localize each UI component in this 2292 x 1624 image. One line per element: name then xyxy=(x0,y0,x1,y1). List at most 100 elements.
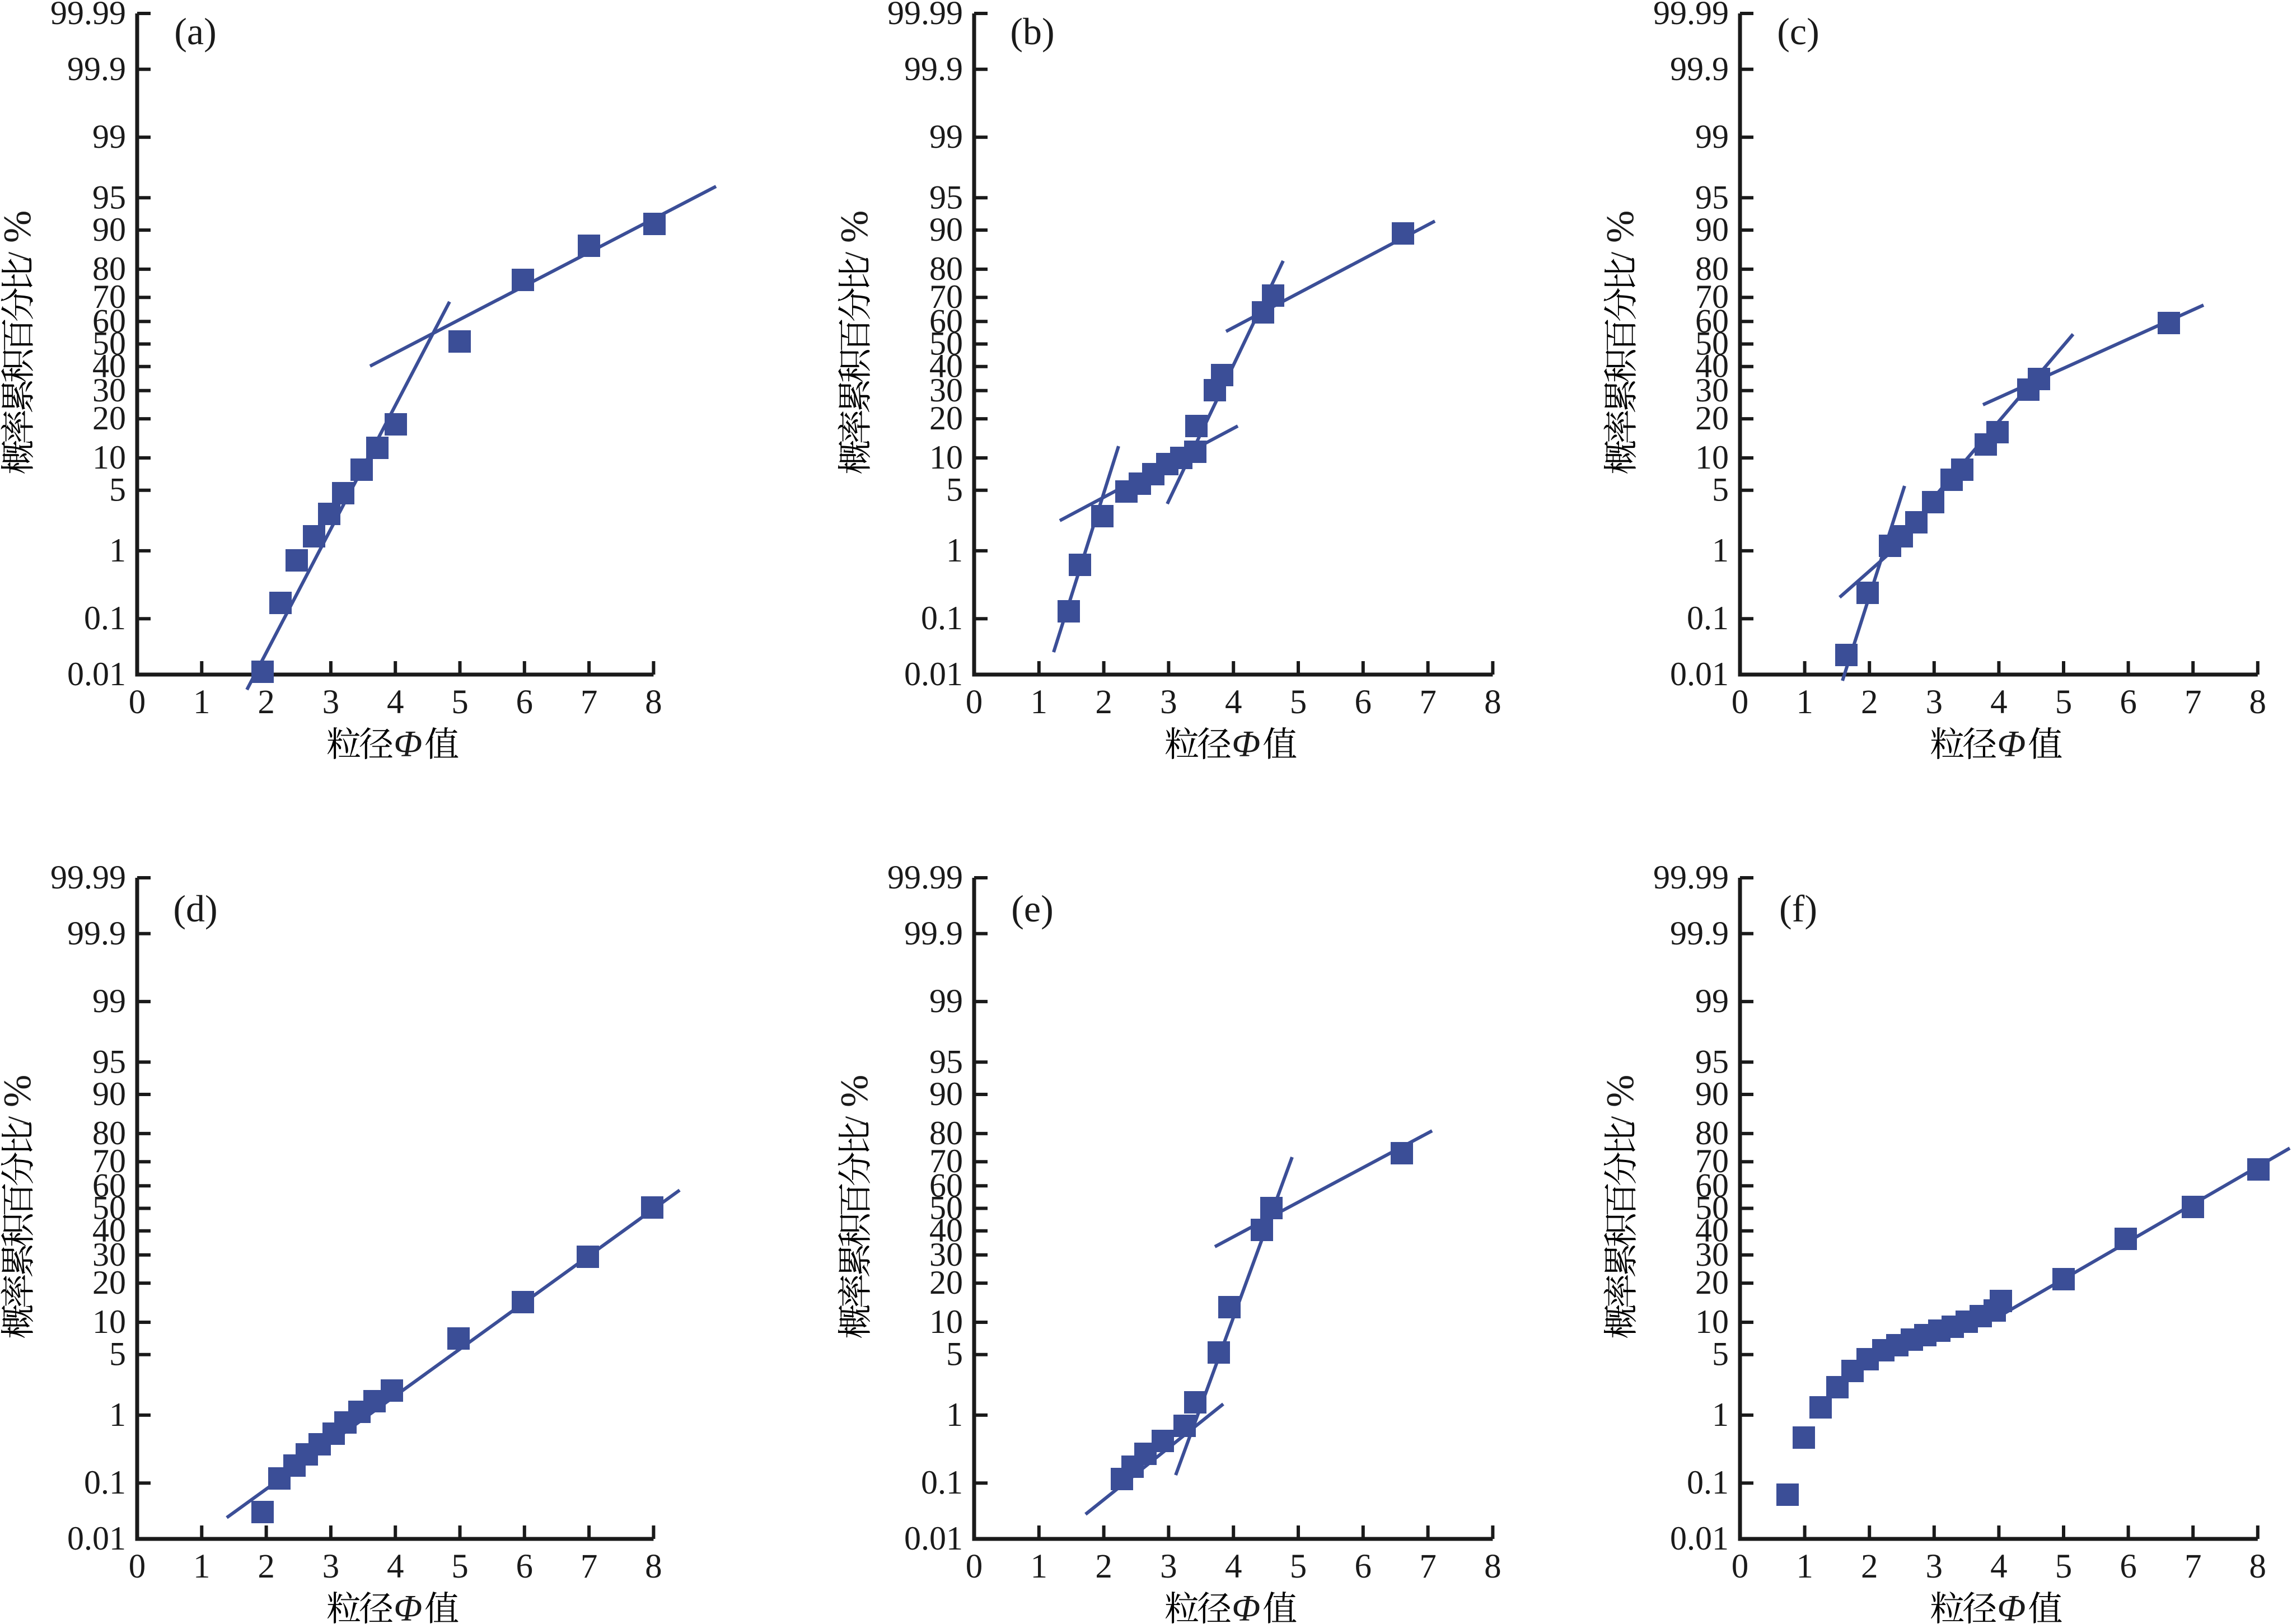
svg-text:90: 90 xyxy=(929,211,963,248)
svg-text:0: 0 xyxy=(1732,1548,1749,1585)
svg-text:5: 5 xyxy=(109,1336,126,1373)
svg-text:20: 20 xyxy=(1695,400,1729,437)
svg-text:4: 4 xyxy=(1990,1548,2008,1585)
svg-text:90: 90 xyxy=(1695,211,1729,248)
svg-text:50: 50 xyxy=(1695,325,1729,362)
svg-text:40: 40 xyxy=(1695,1212,1729,1249)
svg-text:50: 50 xyxy=(92,1190,126,1227)
svg-text:2: 2 xyxy=(258,684,275,721)
svg-text:80: 80 xyxy=(92,250,126,287)
svg-text:5: 5 xyxy=(1712,1336,1729,1373)
svg-text:50: 50 xyxy=(929,325,963,362)
svg-text:80: 80 xyxy=(929,250,963,287)
svg-text:Φ: Φ xyxy=(1997,723,2026,765)
svg-text:3: 3 xyxy=(322,1548,340,1585)
svg-text:0: 0 xyxy=(966,684,983,721)
svg-text:1: 1 xyxy=(1796,684,1813,721)
svg-text:3: 3 xyxy=(1926,1548,1943,1585)
svg-text:70: 70 xyxy=(929,278,963,315)
svg-text:2: 2 xyxy=(1095,684,1112,721)
svg-text:1: 1 xyxy=(1712,1396,1729,1433)
svg-text:2: 2 xyxy=(1095,1548,1112,1585)
svg-text:50: 50 xyxy=(929,1190,963,1227)
svg-text:7: 7 xyxy=(2185,1548,2202,1585)
svg-text:5: 5 xyxy=(2055,684,2073,721)
svg-text:60: 60 xyxy=(929,1167,963,1204)
svg-text:99.9: 99.9 xyxy=(1670,50,1729,87)
svg-text:8: 8 xyxy=(645,684,662,721)
svg-text:20: 20 xyxy=(92,1264,126,1301)
svg-text:99.9: 99.9 xyxy=(67,915,126,952)
svg-text:%: % xyxy=(1599,1075,1642,1107)
svg-text:70: 70 xyxy=(1695,1143,1729,1180)
svg-text:0.01: 0.01 xyxy=(67,656,126,692)
svg-text:8: 8 xyxy=(1484,1548,1502,1585)
svg-text:0.01: 0.01 xyxy=(1670,1520,1729,1557)
svg-text:/: / xyxy=(1604,1116,1640,1125)
svg-text:99.99: 99.99 xyxy=(887,859,963,896)
svg-text:1: 1 xyxy=(1031,1548,1048,1585)
svg-text:99: 99 xyxy=(92,118,126,155)
svg-text:Φ: Φ xyxy=(1232,1588,1260,1624)
svg-text:/: / xyxy=(838,1116,874,1125)
svg-text:4: 4 xyxy=(1990,684,2008,721)
svg-text:20: 20 xyxy=(929,1264,963,1301)
svg-text:3: 3 xyxy=(1926,684,1943,721)
svg-text:1: 1 xyxy=(193,1548,211,1585)
svg-text:0.01: 0.01 xyxy=(904,656,963,692)
svg-text:(d): (d) xyxy=(173,887,217,930)
svg-text:7: 7 xyxy=(2185,684,2202,721)
svg-text:0.1: 0.1 xyxy=(921,600,963,637)
svg-text:90: 90 xyxy=(1695,1075,1729,1112)
svg-text:30: 30 xyxy=(929,1236,963,1273)
svg-text:6: 6 xyxy=(516,1548,534,1585)
svg-text:60: 60 xyxy=(92,1167,126,1204)
svg-text:0.1: 0.1 xyxy=(921,1464,963,1501)
svg-text:%: % xyxy=(833,1075,876,1107)
svg-text:8: 8 xyxy=(2249,1548,2267,1585)
svg-text:99: 99 xyxy=(1695,118,1729,155)
svg-text:6: 6 xyxy=(1355,1548,1372,1585)
svg-text:10: 10 xyxy=(1695,439,1729,476)
svg-text:80: 80 xyxy=(92,1115,126,1152)
svg-text:70: 70 xyxy=(1695,278,1729,315)
svg-text:99.99: 99.99 xyxy=(1653,859,1729,896)
svg-text:1: 1 xyxy=(1712,532,1729,569)
svg-text:95: 95 xyxy=(92,1043,126,1080)
svg-text:6: 6 xyxy=(2120,684,2137,721)
svg-text:10: 10 xyxy=(92,439,126,476)
svg-text:/: / xyxy=(1604,251,1640,261)
svg-text:60: 60 xyxy=(92,302,126,339)
svg-text:30: 30 xyxy=(1695,1236,1729,1273)
svg-text:(a): (a) xyxy=(174,10,216,53)
svg-text:7: 7 xyxy=(1419,1548,1437,1585)
svg-text:10: 10 xyxy=(929,439,963,476)
svg-text:0: 0 xyxy=(129,1548,146,1585)
svg-text:70: 70 xyxy=(929,1143,963,1180)
svg-text:10: 10 xyxy=(929,1303,963,1340)
svg-text:5: 5 xyxy=(451,684,469,721)
svg-text:2: 2 xyxy=(1861,1548,1878,1585)
svg-text:3: 3 xyxy=(1160,1548,1177,1585)
svg-text:30: 30 xyxy=(92,1236,126,1273)
svg-text:99.99: 99.99 xyxy=(1653,0,1729,31)
svg-text:5: 5 xyxy=(946,1336,963,1373)
svg-text:50: 50 xyxy=(1695,1190,1729,1227)
svg-text:%: % xyxy=(0,1075,39,1107)
svg-text:10: 10 xyxy=(1695,1303,1729,1340)
svg-text:99: 99 xyxy=(1695,982,1729,1019)
svg-text:40: 40 xyxy=(929,348,963,385)
svg-text:1: 1 xyxy=(1796,1548,1813,1585)
svg-text:99.99: 99.99 xyxy=(50,859,126,896)
svg-text:(e): (e) xyxy=(1011,887,1053,930)
svg-text:7: 7 xyxy=(1419,684,1437,721)
svg-text:Φ: Φ xyxy=(394,723,422,765)
svg-text:6: 6 xyxy=(1355,684,1372,721)
svg-text:1: 1 xyxy=(109,532,126,569)
svg-text:0: 0 xyxy=(129,684,146,721)
svg-text:Φ: Φ xyxy=(1997,1588,2026,1624)
svg-text:50: 50 xyxy=(92,325,126,362)
svg-text:4: 4 xyxy=(1225,684,1242,721)
svg-text:4: 4 xyxy=(1225,1548,1242,1585)
svg-text:60: 60 xyxy=(1695,302,1729,339)
